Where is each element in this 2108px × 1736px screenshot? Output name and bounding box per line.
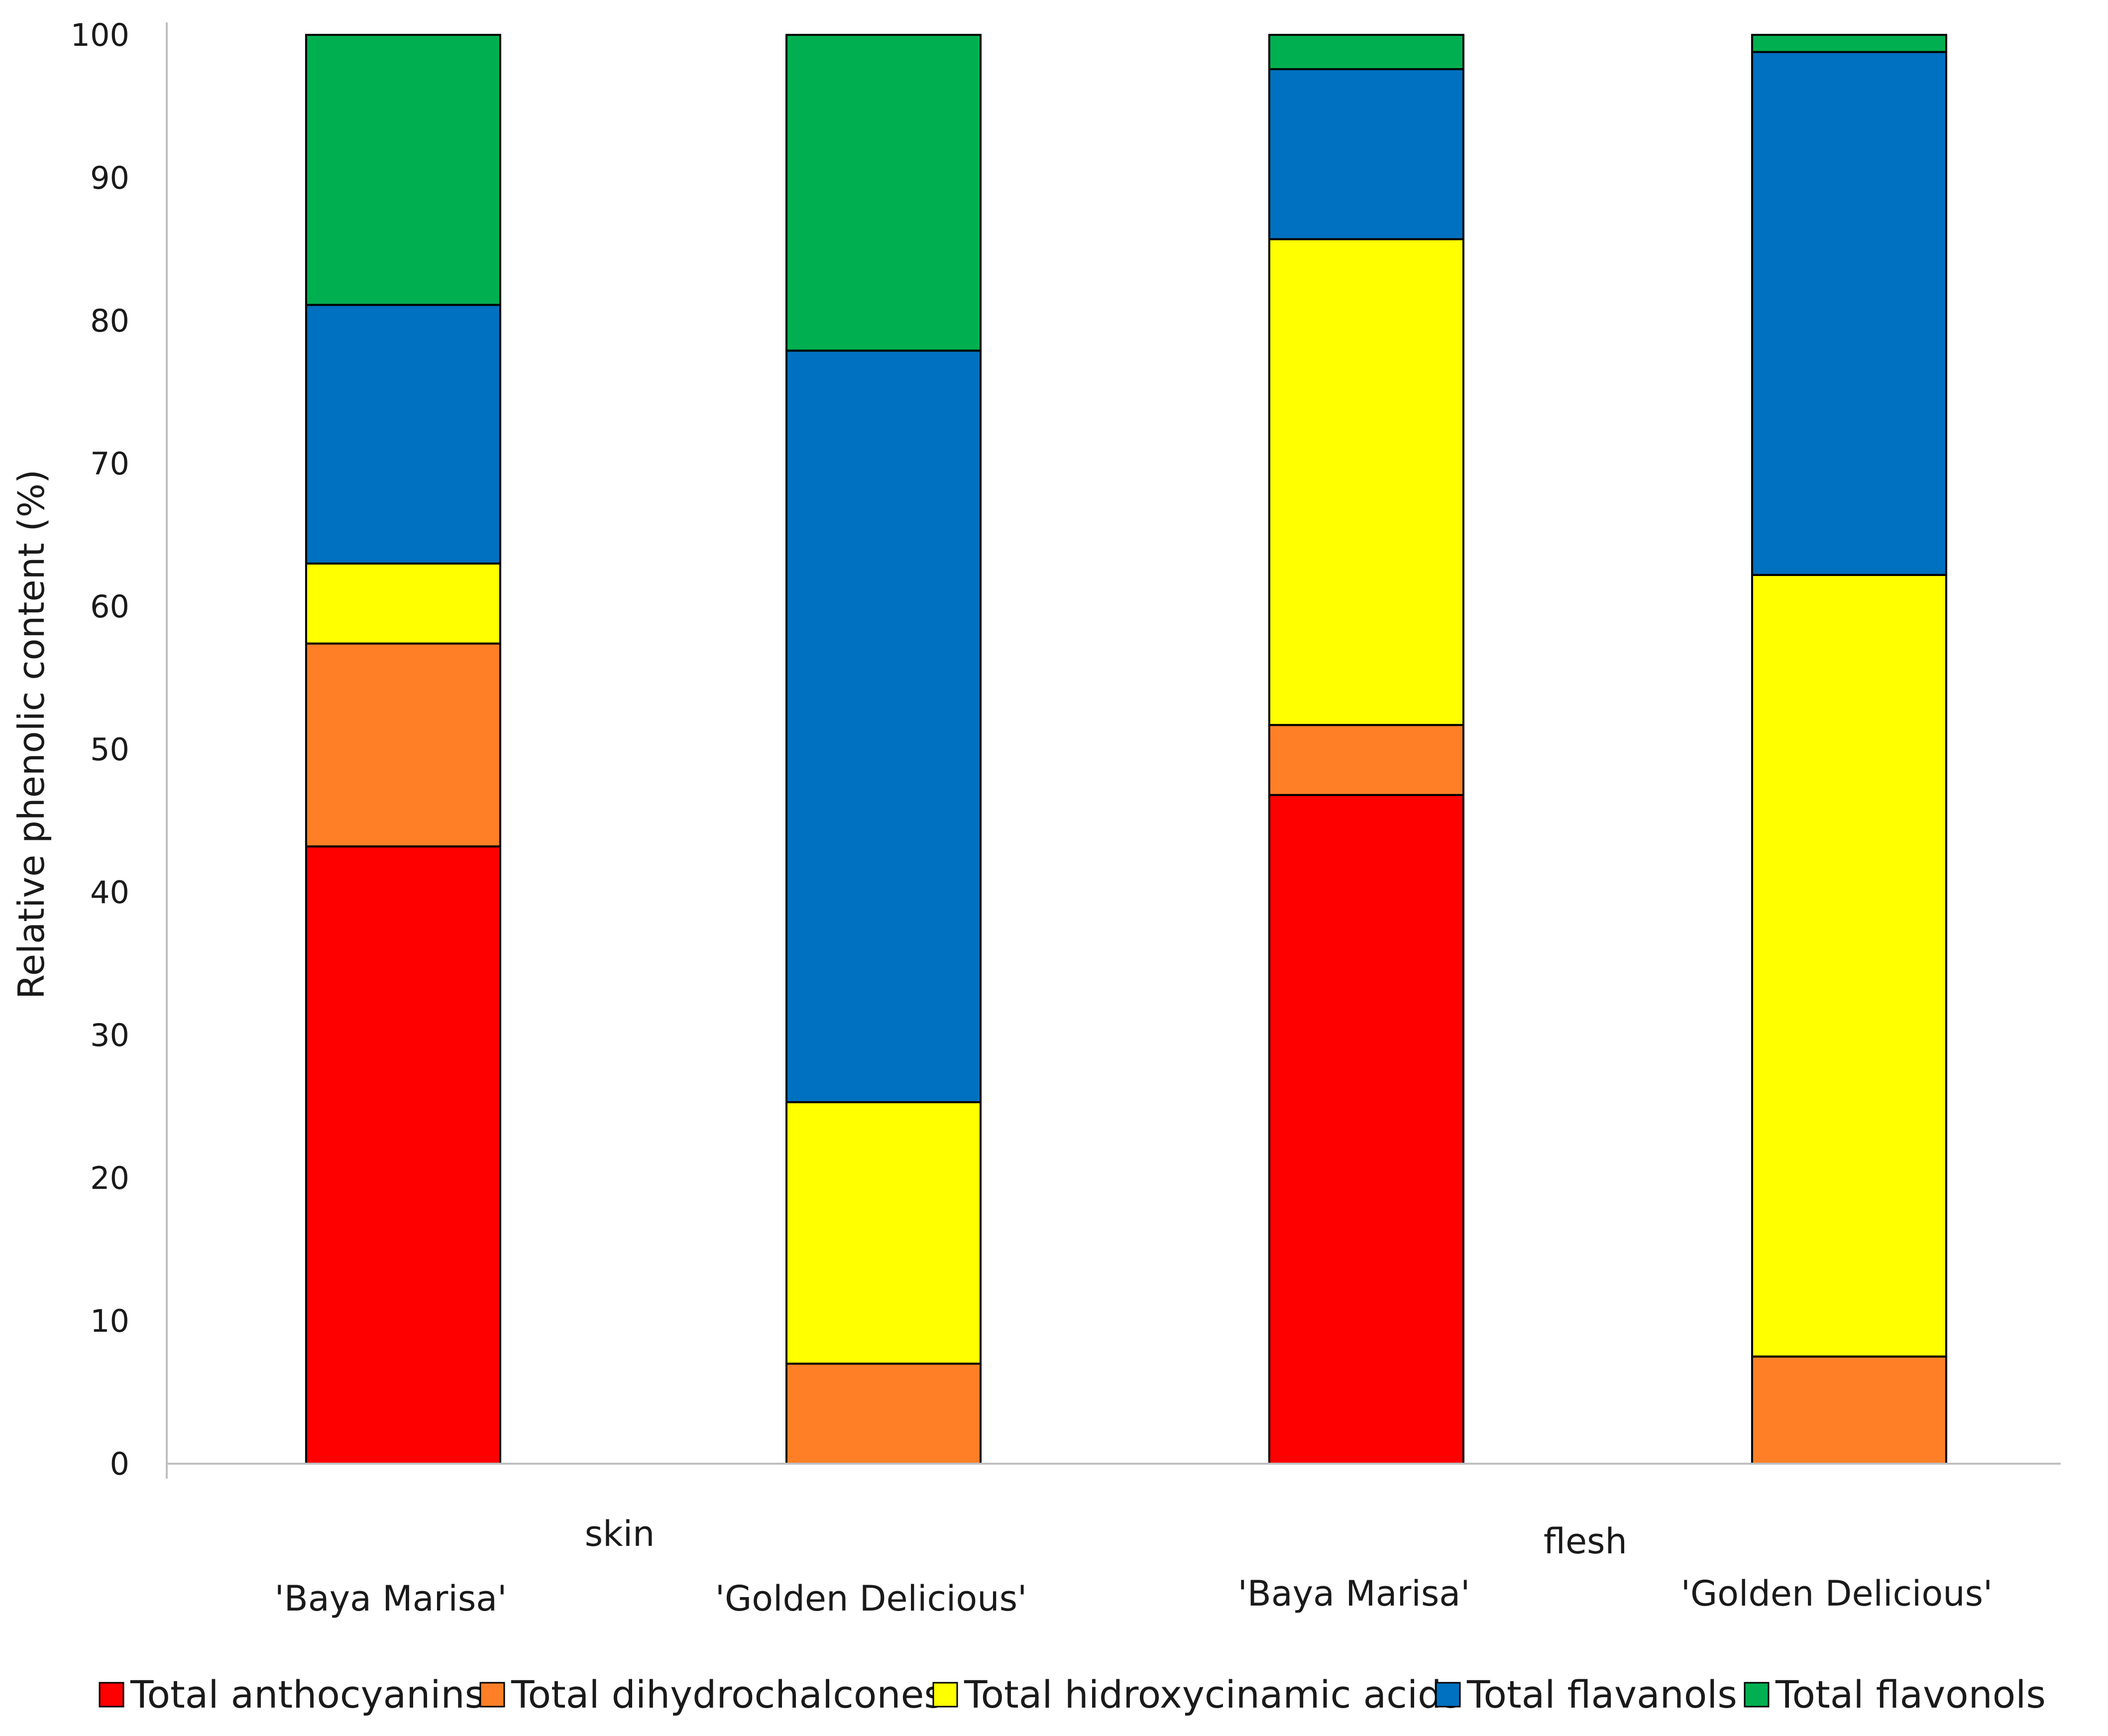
legend-swatch (1744, 1682, 1770, 1708)
legend-label: Total hidroxycinamic acids (964, 1672, 1461, 1717)
category-label: 'Golden Delicious' (715, 1578, 1027, 1619)
legend-swatch (99, 1682, 124, 1708)
group-label: flesh (1544, 1521, 1627, 1562)
y-tick-labels: 0 10 20 30 40 50 60 70 80 90 100 (71, 17, 129, 1482)
category-labels: 'Baya Marisa' 'Golden Delicious' 'Baya Mar… (275, 1573, 1993, 1619)
y-tick-label: 30 (90, 1017, 129, 1053)
bar-segment (1268, 68, 1464, 240)
bar-segment (1751, 574, 1947, 1358)
bar-segment (1751, 51, 1947, 576)
group-labels: skin flesh (585, 1513, 1627, 1562)
y-tick-label: 90 (90, 160, 129, 196)
category-label: 'Baya Marisa' (1238, 1573, 1470, 1614)
y-tick-label: 100 (71, 17, 129, 53)
bar-segment (305, 562, 501, 645)
y-tick-label: 0 (110, 1446, 129, 1482)
y-tick-label: 80 (90, 303, 129, 339)
legend-swatch (479, 1682, 505, 1708)
bar-segment (305, 304, 501, 565)
legend-swatch (1435, 1682, 1461, 1708)
bar-segment (1751, 34, 1947, 53)
y-tick-label: 40 (90, 874, 129, 911)
bar-segment (305, 34, 501, 306)
y-tick-label: 50 (90, 731, 129, 768)
category-label: 'Baya Marisa' (275, 1578, 507, 1619)
legend-label: Total flavonols (1775, 1672, 2046, 1717)
bar-segment (305, 642, 501, 848)
y-tick-label: 60 (90, 588, 129, 625)
y-tick-label: 70 (90, 446, 129, 482)
bar-segment (305, 845, 501, 1465)
axes-layer (166, 22, 2061, 1479)
category-label: 'Golden Delicious' (1681, 1573, 1993, 1614)
legend-label: Total dihydrochalcones (511, 1672, 944, 1717)
y-tick-label: 20 (90, 1160, 129, 1196)
bar-segment (1268, 724, 1464, 796)
bar-segment (1268, 34, 1464, 70)
legend-label: Total flavanols (1466, 1672, 1737, 1717)
y-axis-label: Relative phenolic content (%) (10, 469, 52, 999)
bar-segment (785, 1101, 982, 1365)
bar-segment (785, 34, 982, 352)
legend-swatch (932, 1682, 958, 1708)
bar-segment (1268, 794, 1464, 1465)
bars-layer (305, 34, 1947, 1465)
bar-segment (1751, 1355, 1947, 1465)
bar-segment (1268, 238, 1464, 726)
bar-segment (785, 349, 982, 1103)
y-tick-label: 10 (90, 1303, 129, 1339)
legend-label: Total anthocyanins (130, 1672, 484, 1717)
bar-segment (785, 1363, 982, 1465)
group-label: skin (585, 1513, 655, 1554)
legend: Total anthocyanins Total dihydrochalcones… (99, 1672, 2046, 1717)
